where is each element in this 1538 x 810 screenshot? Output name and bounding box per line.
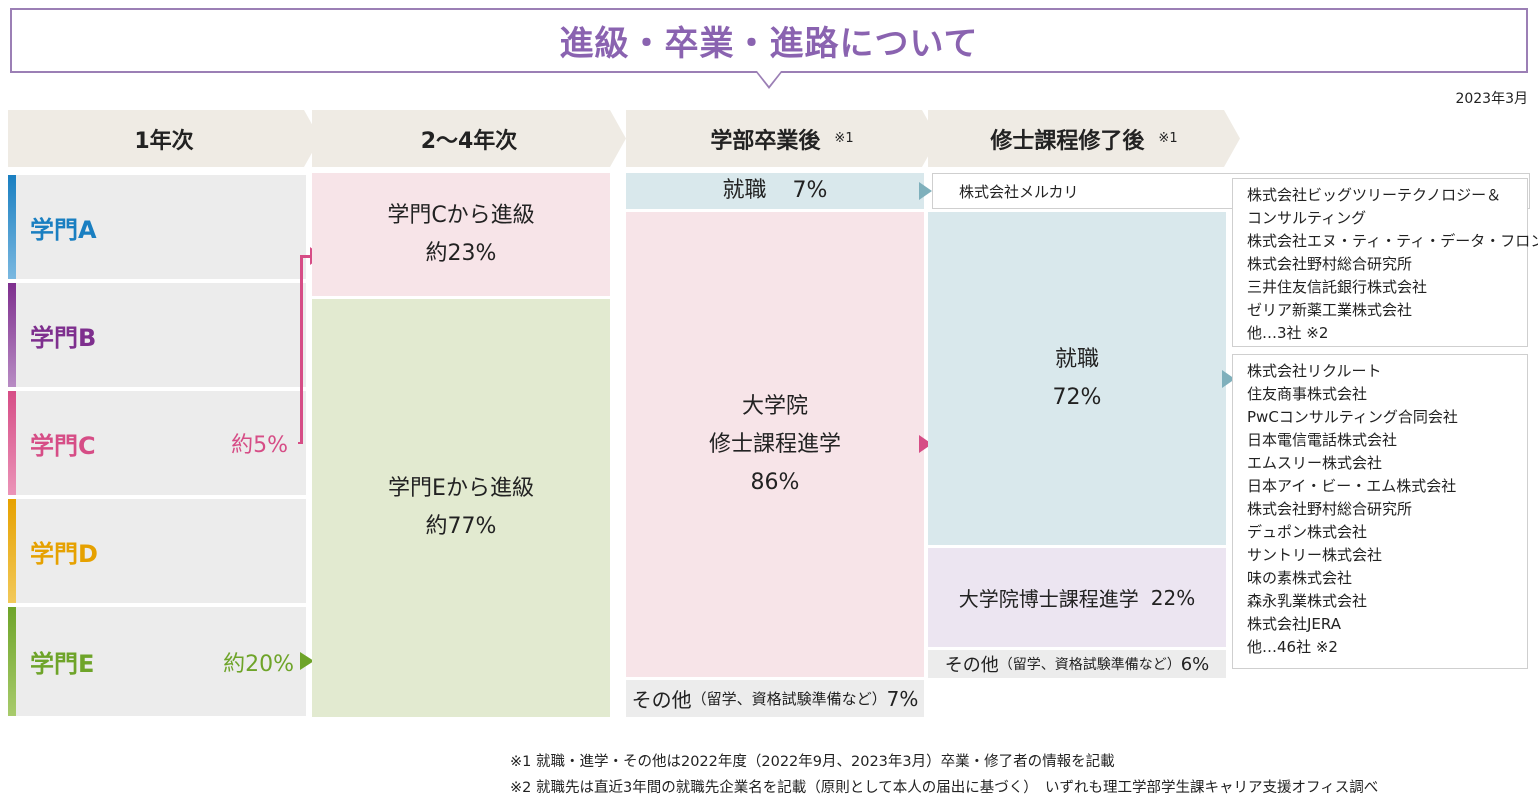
stage-header-year2to4: 2〜4年次	[312, 110, 626, 167]
company-item: 株式会社野村総合研究所	[1247, 500, 1413, 518]
department-e-bar	[8, 607, 16, 716]
department-c-bar	[8, 391, 16, 495]
undergrad-other-pct: 7%	[886, 686, 919, 711]
company-item: 日本電信電話株式会社	[1247, 431, 1398, 449]
master-employment-pct: 72%	[1052, 384, 1102, 410]
company-item: エムスリー株式会社	[1247, 454, 1383, 472]
stage-label-after-master: 修士課程修了後	[990, 128, 1145, 154]
undergrad-employment-label: 就職	[722, 178, 767, 203]
stage-label-year1: 1年次	[134, 128, 194, 154]
connector-c-vertical	[300, 255, 303, 443]
master-doctoral-pct: 22%	[1150, 585, 1196, 610]
company-item: 森永乳業株式会社	[1247, 592, 1368, 610]
undergrad-employment-pct: 7%	[792, 178, 828, 203]
company-item: 株式会社JERA	[1247, 615, 1341, 633]
connector-c-stub	[298, 442, 303, 444]
company-item: 住友商事株式会社	[1247, 385, 1368, 403]
arrow-undergrad-employment-icon	[919, 182, 932, 200]
company-item: 三井住友信託銀行株式会社	[1247, 278, 1428, 296]
department-b-name: 学門B	[30, 323, 97, 352]
stage-label-year2to4: 2〜4年次	[420, 128, 518, 154]
company-item: 他…3社 ※2	[1247, 324, 1329, 342]
title-pointer-inner	[757, 71, 781, 86]
department-a-name: 学門A	[30, 215, 97, 244]
stage-header-after-undergrad: 学部卒業後 ※1	[626, 110, 938, 167]
department-b: 学門B	[8, 283, 306, 387]
stage-header-after-master: 修士課程修了後 ※1	[928, 110, 1240, 167]
master-other-pct: 6%	[1180, 653, 1210, 675]
master-other-detail: （留学、資格試験準備など）	[998, 657, 1181, 673]
arrow-e-icon	[300, 652, 314, 670]
undergrad-employment: 就職 7%	[626, 173, 924, 209]
undergrad-grad-school: 大学院 修士課程進学 86%	[626, 212, 924, 677]
undergrad-other: その他 （留学、資格試験準備など） 7%	[626, 680, 924, 717]
promotion-from-e: 学門Eから進級 約77%	[312, 299, 610, 717]
page-title: 進級・卒業・進路について	[559, 24, 979, 64]
undergrad-employer-name: 株式会社メルカリ	[959, 182, 1079, 201]
department-b-bar	[8, 283, 16, 387]
footnote-2: ※2 就職先は直近3年間の就職先企業名を記載（原則として本人の届出に基づく） い…	[510, 780, 1379, 796]
stage-note-after-undergrad: ※1	[834, 131, 854, 146]
undergrad-grad-line2: 修士課程進学	[708, 431, 841, 457]
company-item: 株式会社リクルート	[1247, 362, 1382, 380]
department-a-bar	[8, 175, 16, 279]
department-e-name: 学門E	[30, 650, 95, 678]
promotion-from-e-pct: 約77%	[425, 514, 497, 539]
department-c-pct: 約5%	[231, 433, 288, 458]
stage-note-after-master: ※1	[1158, 131, 1178, 146]
stage-label-after-undergrad: 学部卒業後	[710, 128, 821, 154]
date-label: 2023年3月	[1455, 91, 1528, 107]
company-list-master: 株式会社リクルート 住友商事株式会社 PwCコンサルティング合同会社 日本電信電…	[1232, 354, 1528, 669]
department-d: 学門D	[8, 499, 306, 603]
department-e-pct: 約20%	[223, 651, 294, 677]
undergrad-grad-line1: 大学院	[741, 393, 808, 419]
undergrad-other-main: その他	[631, 688, 692, 712]
company-item: 味の素株式会社	[1247, 569, 1353, 587]
promotion-from-e-label: 学門Eから進級	[388, 476, 534, 501]
master-doctoral-label: 大学院博士課程進学	[958, 587, 1139, 611]
promotion-from-c: 学門Cから進級 約23%	[312, 173, 610, 296]
department-c-name: 学門C	[30, 431, 96, 460]
master-doctoral: 大学院博士課程進学 22%	[928, 548, 1226, 647]
master-employment-label: 就職	[1054, 346, 1099, 372]
promotion-from-c-pct: 約23%	[425, 240, 497, 266]
master-other: その他 （留学、資格試験準備など） 6%	[928, 650, 1226, 678]
undergrad-grad-pct: 86%	[750, 469, 800, 495]
title-box: 進級・卒業・進路について	[10, 8, 1528, 73]
company-item: サントリー株式会社	[1247, 546, 1383, 564]
company-item: PwCコンサルティング合同会社	[1247, 408, 1458, 426]
company-item: コンサルティング	[1247, 209, 1367, 227]
company-list-undergrad: 株式会社ビッグツリーテクノロジー＆ コンサルティング 株式会社エヌ・ティ・ティ・…	[1232, 178, 1538, 347]
company-item: 他…46社 ※2	[1247, 638, 1338, 656]
department-d-bar	[8, 499, 16, 603]
department-e: 学門E 約20%	[8, 607, 306, 716]
company-item: 株式会社野村総合研究所	[1247, 255, 1413, 273]
promotion-from-c-label: 学門Cから進級	[387, 202, 535, 228]
department-d-name: 学門D	[30, 539, 98, 568]
department-c: 学門C 約5%	[8, 391, 306, 495]
company-item: デュポン株式会社	[1247, 523, 1368, 541]
company-item: 株式会社ビッグツリーテクノロジー＆	[1247, 186, 1502, 204]
master-other-main: その他	[944, 655, 999, 676]
master-employment: 就職 72%	[928, 212, 1226, 545]
connector-c-horizontal	[300, 255, 310, 258]
undergrad-other-detail: （留学、資格試験準備など）	[691, 690, 887, 708]
company-item: 株式会社エヌ・ティ・ティ・データ・フロンティア	[1247, 232, 1538, 250]
department-a: 学門A	[8, 175, 306, 279]
company-item: 日本アイ・ビー・エム株式会社	[1247, 477, 1457, 495]
stage-header-year1: 1年次	[8, 110, 320, 167]
arrow-master-employment-icon	[1222, 370, 1235, 388]
company-item: ゼリア新薬工業株式会社	[1247, 301, 1413, 319]
footnote-1: ※1 就職・進学・その他は2022年度（2022年9月、2023年3月）卒業・修…	[510, 754, 1115, 770]
